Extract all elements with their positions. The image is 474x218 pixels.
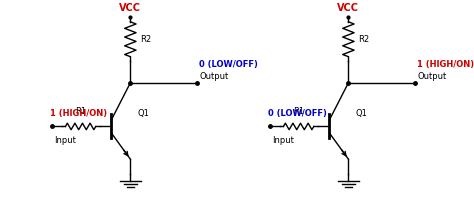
Text: Q1: Q1 [137,109,149,118]
Text: VCC: VCC [119,3,141,13]
Text: R1: R1 [293,107,304,116]
Text: R2: R2 [358,35,369,44]
Text: Input: Input [55,136,76,145]
Text: 0 (LOW/OFF): 0 (LOW/OFF) [268,109,327,118]
Text: R1: R1 [75,107,86,116]
Text: Input: Input [273,136,294,145]
Text: 1 (HIGH/ON): 1 (HIGH/ON) [417,60,474,69]
Text: Output: Output [417,72,447,81]
Text: 1 (HIGH/ON): 1 (HIGH/ON) [50,109,107,118]
Text: Output: Output [199,72,228,81]
Text: Q1: Q1 [356,109,367,118]
Text: 0 (LOW/OFF): 0 (LOW/OFF) [199,60,258,69]
Text: R2: R2 [140,35,151,44]
Text: VCC: VCC [337,3,359,13]
